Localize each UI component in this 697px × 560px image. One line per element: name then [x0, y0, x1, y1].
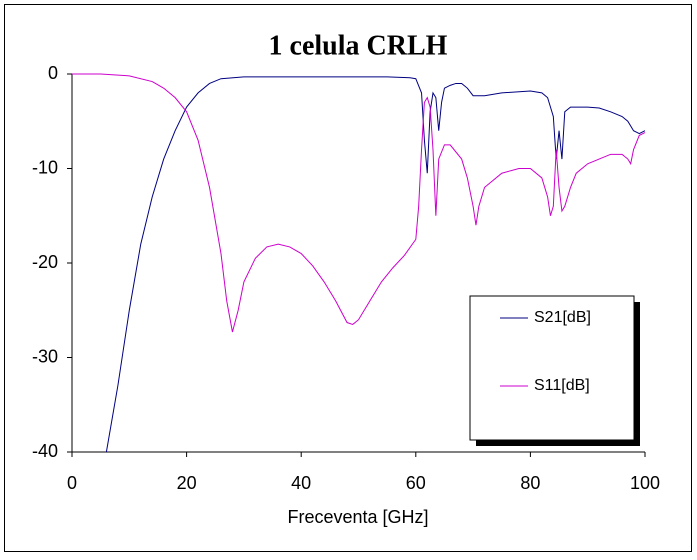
legend-label: S21[dB] [534, 309, 591, 326]
frame [4, 4, 692, 552]
y-tick-label: -40 [32, 441, 58, 461]
series-line [72, 73, 646, 333]
x-tick-label: 80 [520, 473, 540, 493]
x-tick-label: 60 [406, 473, 426, 493]
y-tick-label: 0 [48, 63, 58, 83]
x-tick-label: 0 [67, 473, 77, 493]
y-tick-label: -10 [32, 157, 58, 177]
y-tick-label: -20 [32, 252, 58, 272]
x-tick-label: 40 [291, 473, 311, 493]
legend-label: S11[dB] [534, 377, 590, 394]
x-axis-label: Freceventa [GHz] [287, 507, 428, 527]
legend [469, 295, 635, 441]
x-tick-label: 100 [630, 473, 660, 493]
series-line [105, 76, 646, 453]
x-tick-label: 20 [177, 473, 197, 493]
chart-title: 1 celula CRLH [269, 30, 448, 61]
y-tick-label: -30 [32, 346, 58, 366]
